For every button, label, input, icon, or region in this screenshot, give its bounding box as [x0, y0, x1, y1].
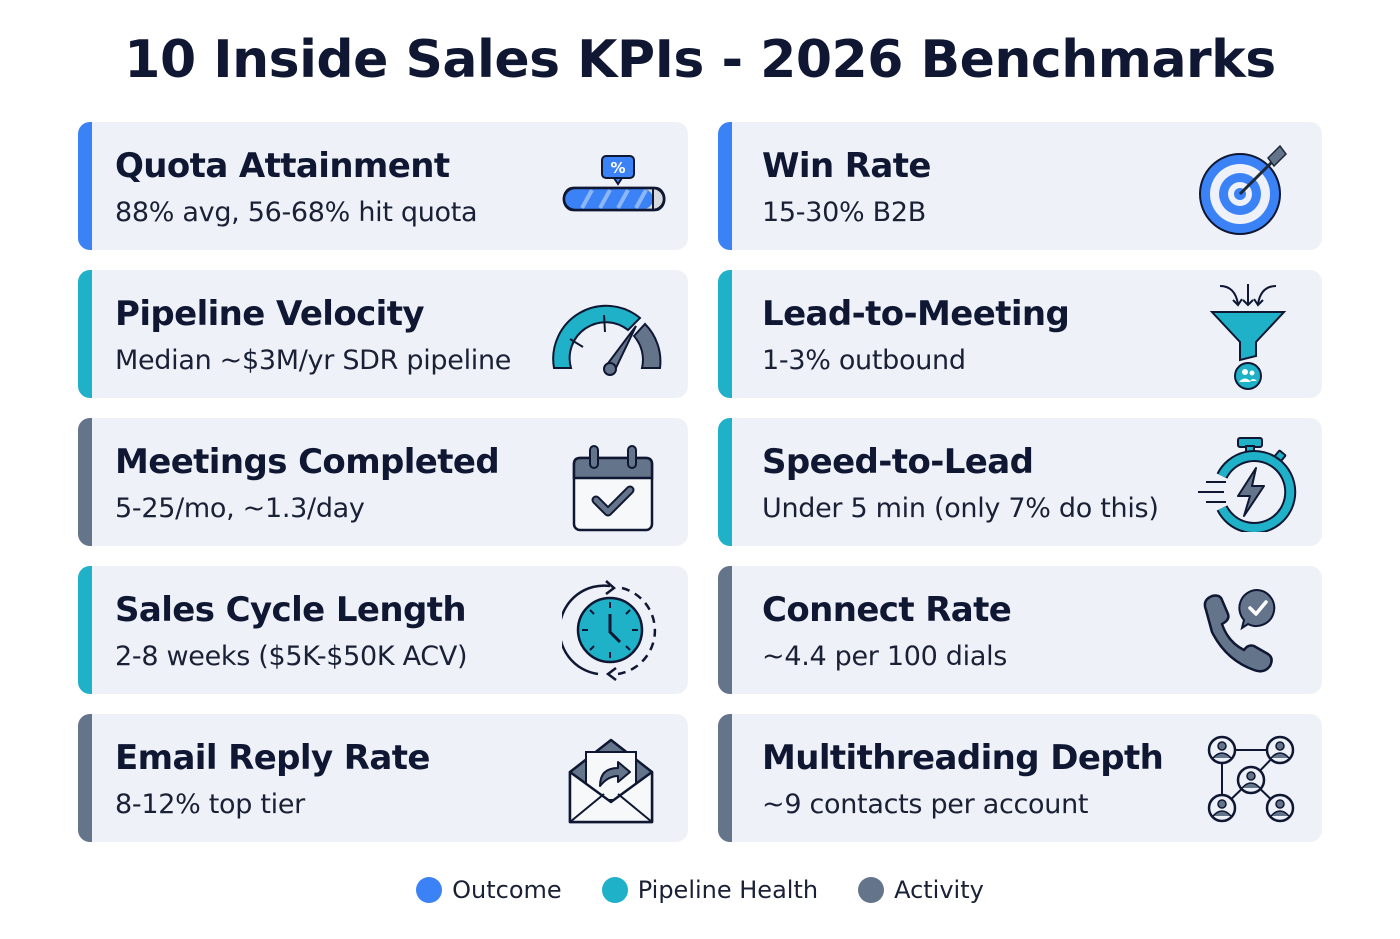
category-bar-pipeline-health [718, 418, 732, 546]
kpi-name: Connect Rate [762, 590, 1012, 630]
kpi-card-win-rate: Win Rate 15-30% B2B [718, 122, 1322, 250]
kpi-value: 15-30% B2B [762, 197, 926, 228]
legend-dot-pipeline-health [601, 877, 628, 903]
kpi-name: Lead-to-Meeting [762, 294, 1070, 334]
contact-network-icon [1204, 728, 1298, 828]
legend-label: Pipeline Health [637, 876, 819, 904]
kpi-card-speed-to-lead: Speed-to-Lead Under 5 min (only 7% do th… [718, 418, 1322, 546]
speedometer-icon [548, 284, 666, 384]
category-bar-activity [718, 566, 732, 694]
legend-dot-outcome [416, 877, 443, 903]
legend-item-outcome: Outcome [416, 876, 562, 904]
kpi-value: 5-25/mo, ~1.3/day [115, 493, 365, 524]
kpi-name: Win Rate [762, 146, 931, 186]
category-bar-activity [78, 418, 92, 546]
category-bar-pipeline-health [718, 270, 732, 398]
kpi-card-email-reply-rate: Email Reply Rate 8-12% top tier [78, 714, 688, 842]
progress-bar-percent-icon: % [562, 136, 666, 236]
legend-item-activity: Activity [858, 876, 984, 904]
legend-dot-activity [858, 877, 885, 903]
kpi-name: Quota Attainment [115, 146, 450, 186]
legend-item-pipeline-health: Pipeline Health [601, 876, 819, 904]
legend: Outcome Pipeline Health Activity [0, 876, 1400, 904]
funnel-icon [1208, 280, 1288, 390]
kpi-value: ~9 contacts per account [762, 789, 1089, 820]
target-arrow-icon [1190, 136, 1294, 236]
svg-text:%: % [610, 159, 625, 177]
kpi-card-quota-attainment: Quota Attainment 88% avg, 56-68% hit quo… [78, 122, 688, 250]
kpi-card-pipeline-velocity: Pipeline Velocity Median ~$3M/yr SDR pip… [78, 270, 688, 398]
kpi-card-connect-rate: Connect Rate ~4.4 per 100 dials [718, 566, 1322, 694]
category-bar-activity [78, 714, 92, 842]
phone-check-icon [1198, 586, 1282, 676]
kpi-card-multithreading-depth: Multithreading Depth ~9 contacts per acc… [718, 714, 1322, 842]
kpi-name: Email Reply Rate [115, 738, 430, 778]
kpi-value: 2-8 weeks ($5K-$50K ACV) [115, 641, 468, 672]
kpi-name: Multithreading Depth [762, 738, 1164, 778]
legend-label: Activity [894, 876, 984, 904]
kpi-value: 8-12% top tier [115, 789, 305, 820]
category-bar-pipeline-health [78, 566, 92, 694]
kpi-value: ~4.4 per 100 dials [762, 641, 1008, 672]
kpi-name: Meetings Completed [115, 442, 500, 482]
kpi-value: 88% avg, 56-68% hit quota [115, 197, 478, 228]
legend-label: Outcome [452, 876, 562, 904]
kpi-card-meetings-completed: Meetings Completed 5-25/mo, ~1.3/day [78, 418, 688, 546]
clock-cycle-icon [558, 578, 658, 682]
calendar-check-icon [568, 432, 658, 532]
page-title: 10 Inside Sales KPIs - 2026 Benchmarks [124, 30, 1276, 90]
category-bar-pipeline-health [78, 270, 92, 398]
kpi-name: Sales Cycle Length [115, 590, 467, 630]
envelope-reply-icon [564, 728, 658, 828]
category-bar-outcome [78, 122, 92, 250]
stopwatch-lightning-icon [1194, 432, 1298, 534]
kpi-value: 1-3% outbound [762, 345, 966, 376]
category-bar-activity [718, 714, 732, 842]
category-bar-outcome [718, 122, 732, 250]
kpi-card-lead-to-meeting: Lead-to-Meeting 1-3% outbound [718, 270, 1322, 398]
kpi-value: Under 5 min (only 7% do this) [762, 493, 1159, 524]
kpi-value: Median ~$3M/yr SDR pipeline [115, 345, 512, 376]
kpi-name: Speed-to-Lead [762, 442, 1034, 482]
kpi-name: Pipeline Velocity [115, 294, 425, 334]
kpi-card-sales-cycle-length: Sales Cycle Length 2-8 weeks ($5K-$50K A… [78, 566, 688, 694]
